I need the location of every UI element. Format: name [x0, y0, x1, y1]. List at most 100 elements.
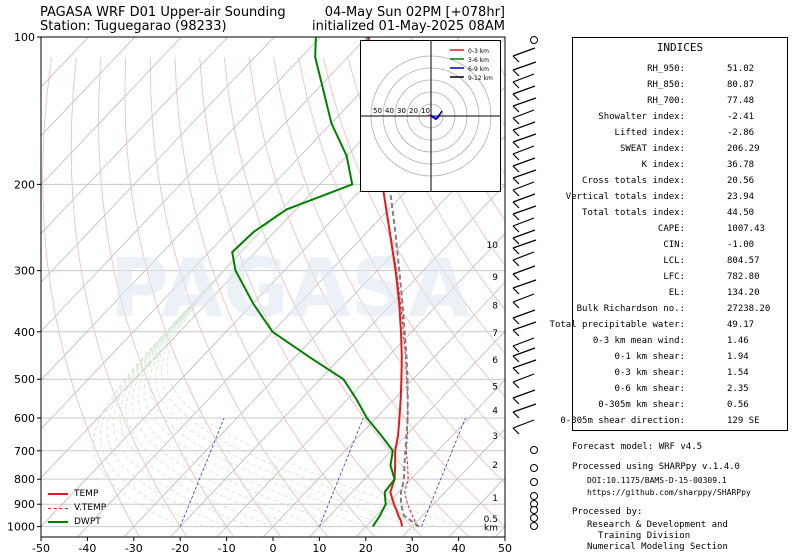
legend-temp-label: TEMP — [74, 489, 99, 499]
moist-adiabat-line — [143, 184, 366, 527]
wind-barb — [512, 279, 537, 289]
index-label: Vertical totals index: — [565, 192, 685, 202]
title-right-line2: initialized 01-May-2025 08AM — [311, 19, 505, 34]
wind-barb — [512, 85, 536, 95]
wind-barb — [512, 97, 537, 107]
mixing-ratio-line — [319, 417, 364, 527]
hodograph-legend-label: 3-6 km — [468, 57, 489, 64]
wind-barb — [512, 337, 535, 347]
y-tick-label: 800 — [14, 473, 35, 486]
wind-barb-flag — [512, 93, 520, 101]
x-tick-label: 40 — [452, 542, 466, 555]
wind-barb-flag — [512, 259, 520, 267]
index-value: 51.02 — [727, 64, 755, 74]
wind-barb — [512, 193, 536, 203]
series-vtemp-line — [381, 184, 418, 527]
hodograph-ring-label: 30 — [397, 107, 406, 115]
isotherm-line — [41, 37, 43, 39]
wind-barb — [512, 265, 536, 275]
calm-wind-marker — [530, 478, 538, 486]
index-value: 23.94 — [727, 192, 755, 202]
index-label: CIN: — [663, 240, 685, 250]
index-label: Showalter index: — [598, 112, 685, 122]
height-label: 3 — [492, 432, 498, 442]
dry-adiabat-line — [396, 57, 505, 267]
wind-barb — [512, 181, 535, 191]
y-tick-label: 900 — [14, 498, 35, 511]
footer-processed-using: Processed using SHARPpy v.1.4.0 — [572, 462, 740, 472]
index-label: EL: — [668, 288, 685, 298]
index-value: -2.41 — [727, 112, 755, 122]
moist-adiabat-line — [99, 184, 306, 527]
height-labels: 10 9 8 7 6 5 4 3 2 1 0.5km — [484, 241, 499, 533]
x-tick-label: -40 — [78, 542, 96, 555]
wind-barb-flag — [512, 237, 520, 245]
dry-adiabat-line — [70, 57, 188, 537]
isotherm-line — [41, 37, 368, 381]
index-label: Bulk Richardson no.: — [576, 304, 685, 314]
footer-url: https://github.com/sharppy/SHARPpy — [587, 488, 751, 497]
y-tick-label: 500 — [14, 373, 35, 386]
wind-barb — [512, 157, 536, 167]
chart-legend: TEMP V.TEMP DWPT — [48, 487, 106, 529]
x-axis-ticks: -50 -40 -30 -20 -10 0 10 20 30 40 50 — [32, 537, 512, 555]
wind-barb-flag — [512, 247, 520, 255]
height-label: 9 — [492, 273, 498, 283]
calm-wind-marker — [530, 36, 538, 44]
wind-barb-flag — [512, 367, 520, 375]
index-value: 804.57 — [727, 256, 760, 266]
wind-barb-flag — [512, 105, 520, 113]
wind-barb — [512, 229, 536, 239]
x-tick-label: -20 — [171, 542, 189, 555]
title-left-line1: PAGASA WRF D01 Upper-air Sounding — [40, 5, 286, 20]
moist-adiabat-line — [149, 184, 390, 527]
title-left-line2: Station: Tuguegarao (98233) — [40, 19, 227, 34]
y-tick-label: 700 — [14, 445, 35, 458]
title-right-line1: 04-May Sun 02PM [+078hr] — [324, 5, 505, 20]
isotherm-line — [41, 37, 414, 430]
wind-barb-flag — [512, 117, 520, 125]
legend-vtemp: V.TEMP — [48, 501, 106, 515]
isotherm-line — [41, 37, 89, 88]
wind-barb — [512, 217, 535, 227]
moist-adiabat-line — [137, 184, 343, 527]
index-label: Cross totals index: — [582, 176, 685, 186]
hodograph-legend: 0-3 km 3-6 km 6-9 km 9-12 km — [450, 48, 493, 82]
legend-vtemp-label: V.TEMP — [74, 503, 107, 513]
wind-barb — [512, 309, 536, 319]
index-label: 0-1 km shear: — [614, 352, 685, 362]
wind-barb-flag — [512, 397, 520, 405]
y-tick-label: 1000 — [7, 521, 35, 534]
wind-barb-flag — [512, 329, 520, 337]
dry-adiabat-line — [273, 57, 505, 484]
index-label: 0-305m shear direction: — [560, 416, 685, 426]
index-value: 80.87 — [727, 80, 755, 90]
wind-barb-flag — [512, 355, 520, 363]
height-label: 6 — [492, 356, 498, 366]
calm-wind-marker — [530, 506, 538, 514]
wind-barb — [512, 47, 536, 57]
index-label: K index: — [641, 160, 685, 170]
wind-barb-flag — [512, 129, 520, 137]
index-value: 44.50 — [727, 208, 755, 218]
wind-barb-flag — [512, 177, 520, 185]
index-label: LFC: — [663, 272, 685, 282]
index-value: 129 SE — [727, 416, 760, 426]
isotherm-line — [262, 281, 505, 537]
index-value: 1007.43 — [727, 224, 765, 234]
moist-adiabat-line — [113, 184, 306, 527]
isotherm-line — [170, 184, 505, 537]
y-tick-label: 400 — [14, 326, 35, 339]
dry-adiabat-line — [149, 57, 329, 537]
wind-barb-flag — [512, 273, 520, 281]
index-label: 0-6 km shear: — [614, 384, 685, 394]
wind-barb — [512, 373, 535, 383]
dry-adiabat-line — [372, 57, 505, 311]
watermark-text: PAGASA — [110, 242, 470, 335]
mixing-ratio-line — [421, 417, 466, 527]
wind-barb-flag — [512, 213, 520, 221]
index-value: 27238.20 — [727, 304, 771, 314]
hodograph-legend-label: 6-9 km — [468, 66, 489, 73]
isotherm-line — [216, 232, 505, 537]
hodograph-legend-label: 0-3 km — [468, 48, 489, 55]
